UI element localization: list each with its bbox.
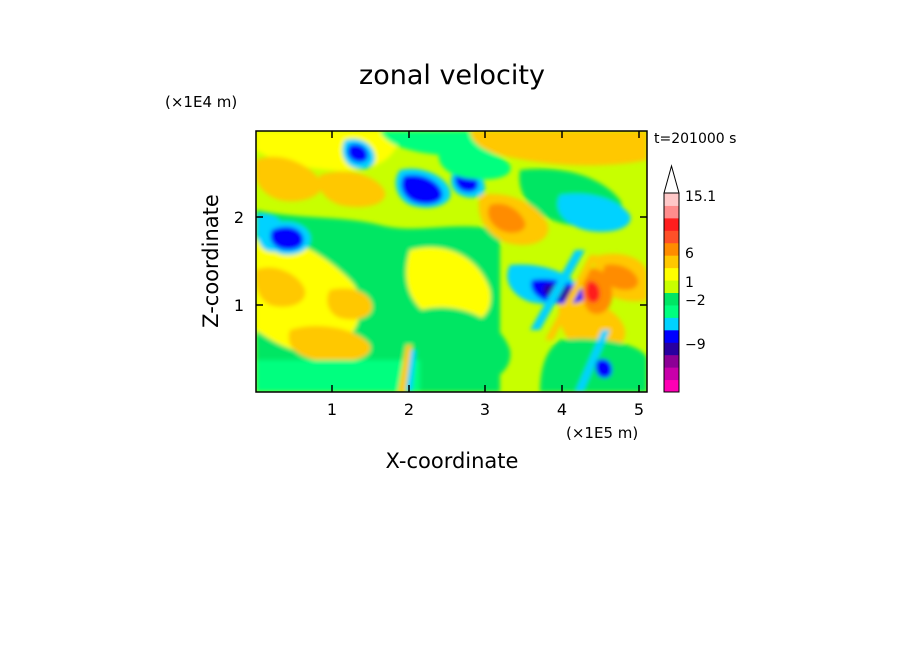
y-tick-label: 1 xyxy=(234,296,244,315)
colorbar-swatch xyxy=(664,367,679,381)
x-tick-label: 5 xyxy=(634,400,644,419)
contour-region xyxy=(488,203,526,233)
contour-region xyxy=(407,307,511,392)
contour-region xyxy=(557,193,631,232)
contour-region xyxy=(256,238,361,353)
contour-region xyxy=(401,174,443,205)
colorbar-extend-arrow xyxy=(663,164,680,194)
contour-region xyxy=(595,359,612,378)
contour-field xyxy=(256,131,647,392)
colorbar-label: −9 xyxy=(685,337,706,353)
colorbar-swatch xyxy=(664,317,679,331)
colorbar-swatch xyxy=(664,205,679,219)
contour-region xyxy=(318,171,386,208)
contour-region xyxy=(575,330,610,392)
time-label: t=201000 s xyxy=(654,131,736,147)
colorbar-label: 15.1 xyxy=(685,189,716,205)
colorbar-swatch xyxy=(664,242,679,256)
y-tick-label: 2 xyxy=(234,208,244,227)
colorbar-swatch xyxy=(664,230,679,244)
plot-frame xyxy=(255,130,648,393)
x-tick-label: 2 xyxy=(404,400,414,419)
x-tick-label: 3 xyxy=(480,400,490,419)
colorbar-swatch xyxy=(664,292,679,306)
contour-region xyxy=(438,148,511,180)
contour-region xyxy=(256,267,306,307)
contour-region xyxy=(406,350,416,392)
contour-region xyxy=(558,299,626,351)
colorbar-swatch xyxy=(664,354,679,368)
colorbar-swatch xyxy=(664,379,679,393)
x-tick-label: 1 xyxy=(327,400,337,419)
colorbar-swatch xyxy=(664,280,679,293)
contour-region xyxy=(545,255,598,340)
x-axis xyxy=(331,131,640,392)
contour-region xyxy=(256,156,322,202)
contour-region xyxy=(470,131,647,166)
contour-region xyxy=(327,288,373,320)
y-axis-label: Z-coordinate xyxy=(199,194,223,328)
chart-title: zonal velocity xyxy=(359,60,545,91)
contour-region xyxy=(406,247,491,324)
y-unit-label: (×1E4 m) xyxy=(165,93,237,111)
y-axis xyxy=(256,216,647,306)
contour-region xyxy=(256,360,420,392)
x-axis-label: X-coordinate xyxy=(386,449,519,473)
colorbar-swatch xyxy=(664,329,679,343)
colorbar-swatch xyxy=(664,342,679,356)
colorbar-label: −2 xyxy=(685,293,706,309)
colorbar-swatch xyxy=(664,193,679,206)
x-tick-label: 4 xyxy=(557,400,567,419)
colorbar xyxy=(663,164,680,393)
colorbar-swatch xyxy=(664,255,679,269)
colorbar-swatch xyxy=(664,267,679,281)
colorbar-label: 6 xyxy=(685,246,694,262)
contour-region xyxy=(585,281,600,303)
x-unit-label: (×1E5 m) xyxy=(566,424,638,442)
colorbar-swatch xyxy=(664,304,679,318)
colorbar-swatch xyxy=(664,217,679,231)
contour-region xyxy=(347,144,368,163)
contour-region xyxy=(603,264,639,290)
contour-region xyxy=(288,325,371,362)
contour-region xyxy=(398,345,412,392)
contour-region xyxy=(530,250,585,330)
contour-region xyxy=(270,226,304,250)
colorbar-label: 1 xyxy=(685,275,694,291)
